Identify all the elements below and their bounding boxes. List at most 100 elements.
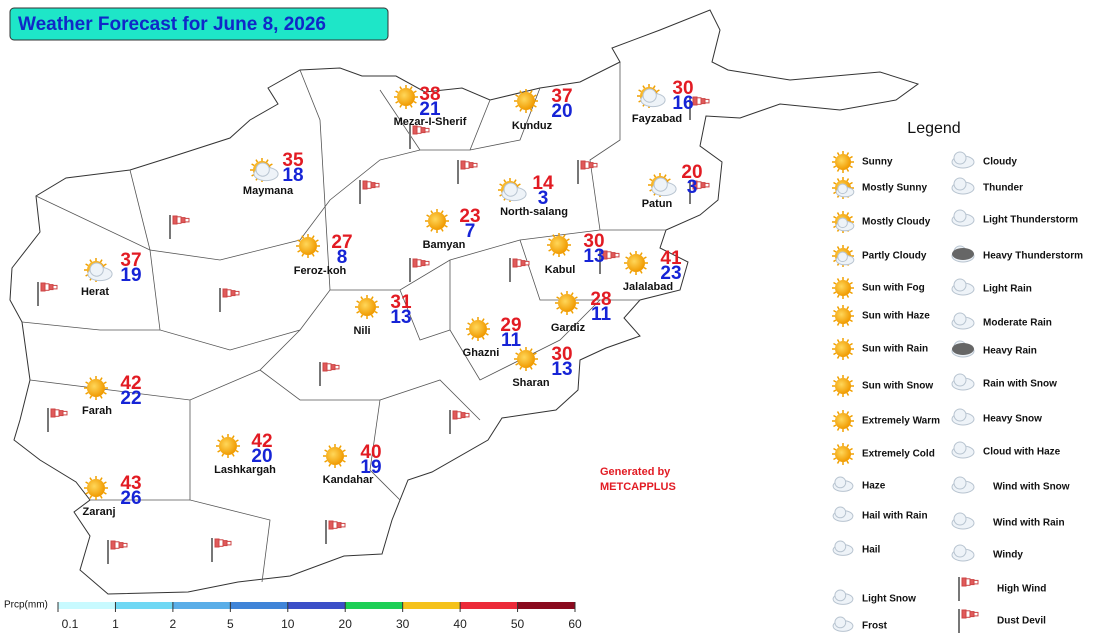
city-name: Bamyan <box>423 239 466 251</box>
scale-segment <box>460 602 518 609</box>
sun-ray <box>833 309 837 313</box>
sun-ray <box>836 178 840 182</box>
cloud-icon <box>953 512 967 526</box>
sun-ray <box>833 249 837 253</box>
sun-ray <box>301 253 305 257</box>
sun-ray <box>833 181 837 185</box>
sun-ray <box>846 246 850 250</box>
city-name: Sharan <box>512 377 550 389</box>
sun-ray <box>342 459 346 463</box>
sun-ray <box>836 278 840 282</box>
sun-ray <box>560 292 564 296</box>
sun-icon <box>835 308 851 324</box>
sun-ray <box>103 491 107 495</box>
sun-ray <box>556 296 560 300</box>
windsock <box>614 252 620 258</box>
legend-label: Cloudy <box>983 157 1017 168</box>
sun-icon <box>299 237 317 255</box>
sun-ray <box>519 348 523 352</box>
windsock <box>52 284 58 290</box>
sun-ray <box>324 449 328 453</box>
sun-ray <box>642 85 646 89</box>
max-temp: 29 <box>500 315 521 336</box>
min-temp: 26 <box>120 488 141 509</box>
sun-icon <box>550 236 568 254</box>
windsock <box>468 162 474 169</box>
credit: Generated by <box>600 466 671 478</box>
cloud-icon <box>953 151 967 165</box>
cloud-icon <box>953 278 967 292</box>
windsock <box>412 258 418 268</box>
sun-ray <box>849 414 853 418</box>
sun-ray <box>221 435 225 439</box>
sun-icon <box>219 437 237 455</box>
sun-ray <box>836 246 840 250</box>
sun-ray <box>297 249 301 253</box>
sun-ray <box>836 339 840 343</box>
sun-ray <box>370 296 374 300</box>
windsock <box>214 538 220 548</box>
windsock <box>464 412 470 418</box>
sun-ray <box>85 381 89 385</box>
max-temp: 42 <box>120 373 141 394</box>
min-temp: 13 <box>551 359 572 380</box>
city-name: Nili <box>353 325 370 337</box>
sun-ray <box>221 453 225 457</box>
sun-ray <box>103 391 107 395</box>
windsock <box>226 289 232 297</box>
city-name: Farah <box>82 405 112 417</box>
max-temp: 27 <box>331 232 352 253</box>
sun-ray <box>552 252 556 256</box>
windsock <box>40 282 46 292</box>
windsock <box>692 96 698 106</box>
sun-ray <box>552 234 556 238</box>
sun-ray <box>99 495 103 499</box>
legend-label: Extremely Cold <box>862 449 935 460</box>
sun-ray <box>625 256 629 260</box>
legend-label: Cloud with Haze <box>983 447 1061 458</box>
scale-tick-label: 10 <box>281 617 295 631</box>
max-temp: 43 <box>120 473 141 494</box>
sun-ray <box>444 224 448 228</box>
sun-ray <box>638 89 642 93</box>
city-name: Gardiz <box>551 322 586 334</box>
min-temp: 3 <box>538 188 549 209</box>
sun-ray <box>836 427 840 431</box>
windsock <box>460 412 466 419</box>
sun-ray <box>667 178 671 182</box>
windsock <box>606 251 612 259</box>
legend-label: Heavy Snow <box>983 414 1042 425</box>
windsock <box>122 542 128 548</box>
sun-ray <box>529 348 533 352</box>
sun-ray <box>846 278 850 282</box>
sun-ray <box>499 183 503 187</box>
max-temp: 38 <box>419 84 440 105</box>
windsock <box>472 162 478 168</box>
sun-ray <box>519 108 523 112</box>
sun-icon <box>835 446 851 462</box>
sun-ray <box>836 212 840 216</box>
sun-ray <box>467 332 471 336</box>
sun-ray <box>833 447 837 451</box>
max-temp: 37 <box>120 250 141 271</box>
scale-tick-label: 5 <box>227 617 234 631</box>
scale-segment <box>402 602 461 609</box>
sun-icon <box>835 413 851 429</box>
windsock <box>588 162 594 169</box>
sun-icon <box>469 320 487 338</box>
windsock <box>328 520 334 530</box>
min-temp: 21 <box>419 99 441 120</box>
scale-tick-label: 30 <box>396 617 410 631</box>
sun-ray <box>99 395 103 399</box>
city-name: Mezar-I-Sherif <box>394 116 467 128</box>
scale-segment <box>517 602 575 609</box>
windsock <box>965 578 971 586</box>
windsock <box>48 284 54 291</box>
sun-icon <box>428 212 446 230</box>
windsock <box>366 181 372 189</box>
windsock <box>700 98 706 105</box>
cloud-icon <box>953 476 967 490</box>
sun-ray <box>324 459 328 463</box>
max-temp: 31 <box>390 292 412 313</box>
sun-icon <box>835 154 851 170</box>
